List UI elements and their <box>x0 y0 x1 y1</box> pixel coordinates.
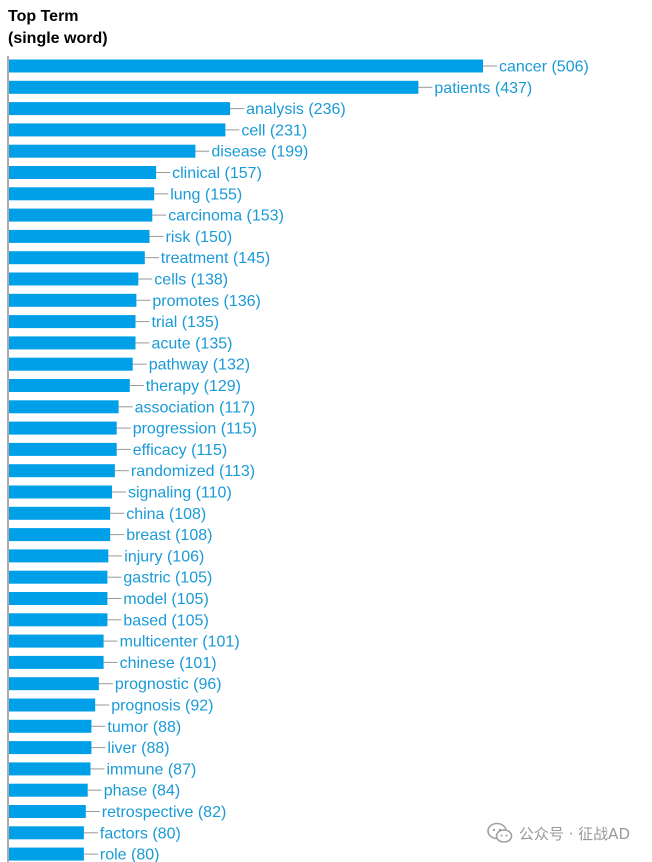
bar-label-efficacy: efficacy (115) <box>133 442 228 459</box>
bar-progression <box>9 421 117 435</box>
bar-prognosis <box>9 698 96 712</box>
bar-retrospective <box>9 805 86 818</box>
bar-label-randomized: randomized (113) <box>131 463 255 480</box>
bar-label-trial: trial (135) <box>152 314 220 331</box>
bar-risk <box>9 229 150 243</box>
watermark-text: 公众号 · 征战AD <box>518 824 630 843</box>
bar-china <box>9 506 111 520</box>
bar-label-progression: progression (115) <box>133 421 257 438</box>
chart-title-line-1: Top Term <box>8 8 79 25</box>
bar-label-liver: liver (88) <box>107 740 169 757</box>
bar-label-carcinoma: carcinoma (153) <box>168 208 284 225</box>
bar-label-clinical: clinical (157) <box>172 165 262 182</box>
bar-label-treatment: treatment (145) <box>161 250 270 267</box>
bar-liver <box>9 741 92 755</box>
bar-tumor <box>9 719 92 733</box>
wechat-icon <box>487 822 513 844</box>
bar-breast <box>9 528 111 542</box>
bar-therapy <box>9 379 130 392</box>
bar-multicenter <box>9 634 104 648</box>
bar-lung <box>9 187 155 201</box>
bar-cell <box>9 123 226 137</box>
bar-signaling <box>9 485 112 499</box>
bar-clinical <box>9 166 157 179</box>
bar-label-chinese: chinese (101) <box>120 655 217 672</box>
bar-label-prognosis: prognosis (92) <box>111 698 213 715</box>
bar-efficacy <box>9 442 117 456</box>
bar-label-breast: breast (108) <box>126 527 212 544</box>
bar-label-based: based (105) <box>123 612 208 629</box>
bar-label-cells: cells (138) <box>154 272 228 289</box>
bar-disease <box>9 144 196 158</box>
bar-cancer <box>9 59 483 73</box>
bar-label-role: role (80) <box>100 847 160 862</box>
bar-label-prognostic: prognostic (96) <box>115 676 222 693</box>
bar-promotes <box>9 293 137 307</box>
bar-model <box>9 592 108 605</box>
bar-immune <box>9 762 91 776</box>
bar-pathway <box>9 357 133 371</box>
bar-injury <box>9 549 109 563</box>
bar-phase <box>9 783 88 797</box>
bar-label-association: association (117) <box>135 399 256 416</box>
bar-association <box>9 400 119 414</box>
bar-label-cancer: cancer (506) <box>499 59 589 76</box>
watermark: 公众号 · 征战AD <box>487 822 630 844</box>
bar-patients <box>9 80 419 94</box>
bar-label-lung: lung (155) <box>170 186 242 203</box>
bar-label-retrospective: retrospective (82) <box>102 804 227 821</box>
bar-carcinoma <box>9 208 153 222</box>
bar-label-pathway: pathway (132) <box>149 357 250 374</box>
bar-cells <box>9 272 139 286</box>
bar-label-china: china (108) <box>126 506 206 523</box>
bar-prognostic <box>9 677 99 691</box>
bar-label-model: model (105) <box>123 591 208 608</box>
bar-label-multicenter: multicenter (101) <box>120 634 240 651</box>
bar-randomized <box>9 464 115 478</box>
bar-label-promotes: promotes (136) <box>152 293 261 310</box>
bar-treatment <box>9 251 145 265</box>
bar-trial <box>9 315 136 329</box>
bar-gastric <box>9 570 108 584</box>
bar-chinese <box>9 655 104 669</box>
bar-label-cell: cell (231) <box>241 122 307 139</box>
bar-label-factors: factors (80) <box>100 825 181 842</box>
bar-label-phase: phase (84) <box>104 783 181 800</box>
bar-label-analysis: analysis (236) <box>246 101 346 118</box>
bar-role <box>9 847 84 861</box>
bar-label-signaling: signaling (110) <box>128 485 232 502</box>
bar-label-acute: acute (135) <box>152 335 233 352</box>
chart-title-line-2: (single word) <box>8 30 108 47</box>
bar-label-disease: disease (199) <box>211 144 308 161</box>
bar-analysis <box>9 102 231 116</box>
bar-label-immune: immune (87) <box>107 761 197 778</box>
bar-label-therapy: therapy (129) <box>146 378 241 395</box>
chart-title: Top Term (single word) <box>8 6 108 50</box>
bar-factors <box>9 826 84 840</box>
bar-based <box>9 613 108 627</box>
bar-label-risk: risk (150) <box>166 229 233 246</box>
bar-label-tumor: tumor (88) <box>107 719 181 736</box>
bar-label-injury: injury (106) <box>124 548 204 565</box>
bar-acute <box>9 336 136 350</box>
bar-label-patients: patients (437) <box>434 80 532 97</box>
bar-label-gastric: gastric (105) <box>123 570 212 587</box>
